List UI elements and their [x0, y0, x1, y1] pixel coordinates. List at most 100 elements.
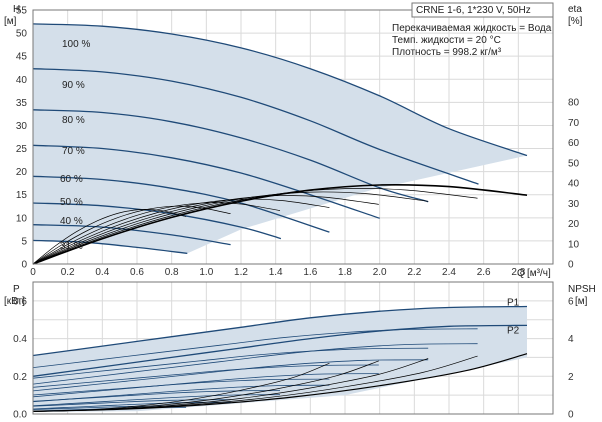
y2-tick-label: 40 — [568, 179, 580, 190]
x-axis-unit: [м³/ч] — [527, 268, 551, 279]
y2-tick-label: 60 — [568, 138, 580, 149]
head-curve-100 — [32, 23, 528, 157]
y-tick-label: 0 — [21, 260, 27, 271]
y-tick-label: 30 — [16, 121, 28, 132]
head-curve-60 — [32, 175, 330, 233]
y-tick-label: 5 — [21, 236, 27, 247]
x-tick-label: 1.8 — [338, 267, 352, 278]
speed-label: 90 % — [62, 80, 85, 91]
speed-label: 50 % — [60, 197, 83, 208]
x-tick-label: 2.0 — [373, 267, 387, 278]
curve-labels: 100 % 90 % 80 % 70 % 60 % 50 % 40 % 31 % P1 P2 — [60, 39, 520, 336]
y2-tick-label: 70 — [568, 118, 580, 129]
x-tick-label: 0.2 — [61, 267, 75, 278]
head-curve-90 — [32, 68, 479, 185]
bottom-y2-tick-label: 0 — [568, 410, 574, 421]
y2-tick-label: 50 — [568, 158, 580, 169]
power-curve-P1 — [32, 364, 379, 388]
power-curve-P1 — [32, 328, 478, 368]
title-box — [411, 2, 554, 18]
fluid-info: Перекачиваемая жидкость = Вода Темп. жид… — [392, 23, 552, 58]
head-curve-70 — [32, 144, 380, 219]
y2-tick-label: 20 — [568, 219, 580, 230]
y-axis-unit: [м] — [4, 16, 17, 27]
speed-label: 100 % — [62, 39, 90, 50]
npsh-curve — [32, 360, 379, 412]
y2-tick-label: 0 — [568, 260, 574, 271]
speed-label: 31 % — [60, 241, 83, 252]
bottom-y-tick-label: 0.6 — [13, 296, 27, 307]
eta-curve — [32, 198, 330, 265]
bottom-y-tick-label: 0.4 — [13, 334, 27, 345]
speed-label: 60 % — [60, 174, 83, 185]
x-tick-label: 0 — [30, 267, 36, 278]
bottom-y-tick-label: 0.0 — [13, 410, 27, 421]
y2-tick-label: 10 — [568, 239, 580, 250]
bottom-y-axis-label: P — [13, 284, 20, 295]
head-curve-80 — [32, 109, 429, 203]
eta-curve — [32, 184, 528, 265]
power-curve-P1 — [32, 347, 429, 379]
y-tick-label: 35 — [16, 98, 28, 109]
x-tick-label: 0.6 — [130, 267, 144, 278]
speed-label: 70 % — [62, 146, 85, 157]
y-tick-label: 55 — [16, 6, 28, 17]
x-tick-label: 1.6 — [303, 267, 317, 278]
y-tick-label: 15 — [16, 190, 28, 201]
power-curve-P2 — [32, 394, 281, 407]
p1-label: P1 — [507, 298, 520, 309]
eta-curve — [32, 205, 231, 265]
axis-ticks: 0 0.2 0.4 0.6 0.8 1.0 1.2 1.4 1.6 1.8 2.0 2.2 2.4 2.6… — [13, 6, 579, 421]
bottom-y2-tick-label: 4 — [568, 334, 574, 345]
eta-curve — [32, 191, 429, 265]
info-temperature: Темп. жидкости = 20 °C — [392, 35, 501, 46]
eta-curve — [32, 209, 187, 265]
bottom-y-axis-unit: [кВт] — [4, 296, 25, 307]
eta-curve — [32, 195, 379, 265]
y2-axis-unit: [%] — [568, 16, 583, 27]
power-curve-P1 — [32, 399, 231, 407]
bottom-y2-axis-label: NPSH — [568, 284, 596, 295]
head-curves — [32, 23, 528, 265]
speed-label: 40 % — [60, 216, 83, 227]
y-tick-label: 50 — [16, 29, 28, 40]
y2-tick-label: 80 — [568, 98, 580, 109]
y-tick-label: 25 — [16, 144, 28, 155]
top-panel-frame — [32, 9, 554, 265]
npsh-curve — [32, 362, 330, 412]
bottom-panel-frame — [32, 281, 554, 415]
x-tick-label: 1.2 — [234, 267, 248, 278]
y-tick-label: 20 — [16, 167, 28, 178]
y-axis-label: H — [13, 4, 20, 15]
x-axis-label: Q — [517, 268, 525, 279]
y2-tick-label: 30 — [568, 199, 580, 210]
x-tick-label: 0.8 — [165, 267, 179, 278]
operating-area-top — [33, 23, 527, 254]
speed-label: 80 % — [62, 115, 85, 126]
power-curve-P2 — [32, 401, 231, 410]
info-fluid: Перекачиваемая жидкость = Вода — [392, 23, 552, 34]
y-tick-label: 10 — [16, 213, 28, 224]
power-curve-P2 — [32, 324, 528, 377]
bottom-y2-tick-label: 2 — [568, 372, 574, 383]
info-density: Плотность = 998.2 кг/м³ — [392, 47, 502, 58]
power-curve-P1 — [32, 305, 528, 357]
bottom-y2-axis-unit: [м] — [575, 296, 588, 307]
power-curve-P2 — [32, 384, 330, 403]
eta-curve — [32, 202, 281, 265]
x-tick-label: 2.8 — [511, 267, 525, 278]
x-tick-label: 1.0 — [199, 267, 213, 278]
x-tick-label: 1.4 — [269, 267, 283, 278]
y2-axis-label: eta — [568, 4, 582, 15]
chart-title: CRNE 1-6, 1*230 V, 50Hz — [416, 5, 531, 16]
bottom-y2-tick-label: 6 — [568, 296, 574, 307]
x-tick-label: 0.4 — [95, 267, 109, 278]
bottom-y-tick-label: 0.2 — [13, 372, 27, 383]
power-curve-P2 — [32, 359, 429, 392]
x-tick-label: 2.6 — [477, 267, 491, 278]
power-curves — [32, 305, 528, 412]
p2-label: P2 — [507, 325, 520, 336]
power-curve-P2 — [32, 343, 478, 385]
operating-area-shade — [33, 23, 527, 254]
